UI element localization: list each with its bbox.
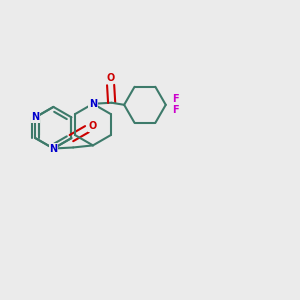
Text: N: N xyxy=(31,112,39,122)
Text: F: F xyxy=(172,94,178,104)
Text: N: N xyxy=(49,143,58,154)
Text: O: O xyxy=(106,73,115,82)
Text: F: F xyxy=(172,105,178,115)
Text: O: O xyxy=(88,121,97,131)
Text: N: N xyxy=(89,99,97,109)
